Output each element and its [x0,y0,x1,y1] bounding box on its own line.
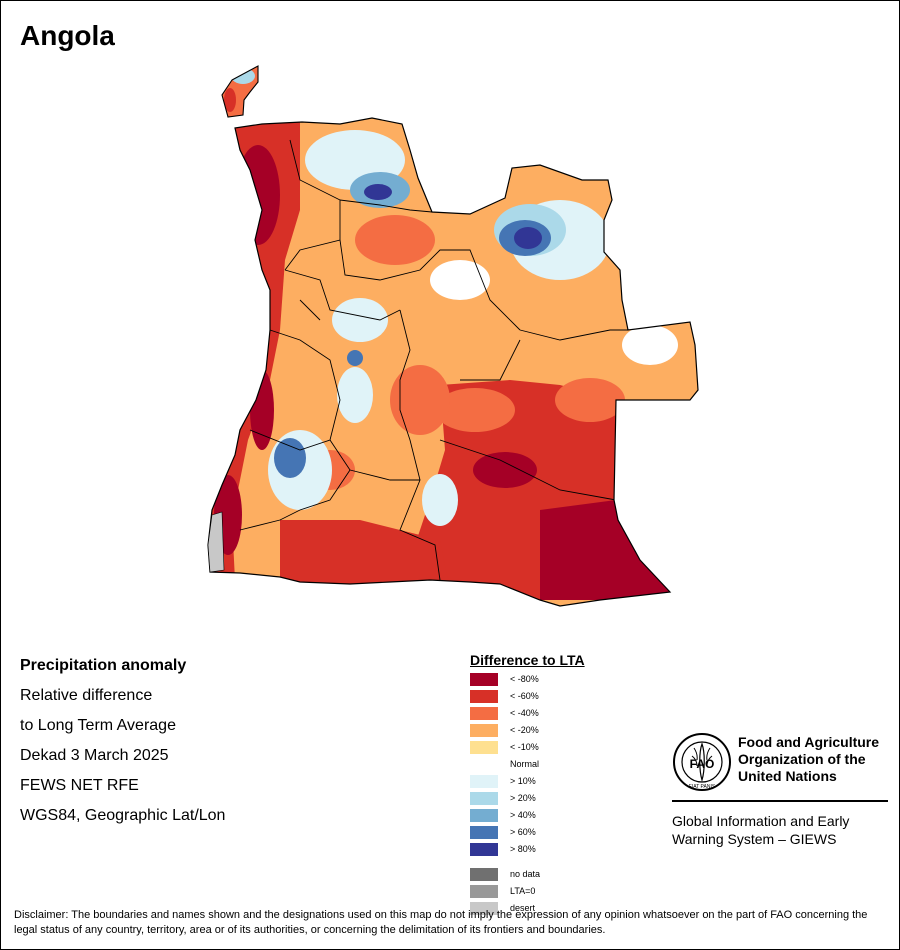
legend-label: > 80% [510,844,536,854]
legend-swatch [470,758,498,771]
fao-name: Food and Agriculture Organization of the… [738,734,880,784]
legend-swatch [470,741,498,754]
desert-area [207,511,225,573]
legend-item: > 40% [470,807,585,824]
legend-label: > 60% [510,827,536,837]
legend-special: no data LTA=0 desert [470,866,585,917]
legend-swatch [470,792,498,805]
giews-name: Global Information and Early Warning Sys… [672,813,850,847]
legend-item: < -80% [470,671,585,688]
legend-label: < -60% [510,691,539,701]
map-info: Precipitation anomaly Relative differenc… [20,656,225,836]
province-boundaries [239,139,628,581]
north-extreme-wet [364,184,392,200]
legend-item: LTA=0 [470,883,585,900]
legend-swatch [470,826,498,839]
legend-label: < -10% [510,742,539,752]
southeast-severe-patch [473,452,537,488]
east-moderate-patch-2 [555,378,625,422]
info-line1: Relative difference [20,687,153,704]
legend-title: Difference to LTA [470,652,585,668]
legend-swatch [470,673,498,686]
south-wet-area [422,474,458,526]
fao-divider [672,800,888,802]
legend-item: < -20% [470,722,585,739]
legend-swatch [470,724,498,737]
info-period: Dekad 3 March 2025 [20,747,169,764]
east-normal-area [622,325,678,365]
legend-label: < -20% [510,725,539,735]
legend-item: < -40% [470,705,585,722]
legend: Difference to LTA < -80% < -60% < -40% < -2… [470,652,585,917]
angola-map [207,65,699,607]
central-moderate-patch-2 [390,365,450,435]
central-wet-area [332,298,388,342]
legend-classes: < -80% < -60% < -40% < -20% < -10% Normal > 10… [470,671,585,858]
legend-swatch [470,902,498,915]
legend-item: > 80% [470,841,585,858]
legend-item: < -10% [470,739,585,756]
mainland-raster [208,118,698,606]
legend-label: desert [510,903,536,913]
legend-swatch [470,707,498,720]
legend-label: > 20% [510,793,536,803]
fao-logo-text: FAO [690,757,715,771]
legend-label: Normal [510,759,540,769]
central-moderate-patch [355,215,435,265]
north-normal-area [430,260,490,300]
info-heading: Precipitation anomaly [20,657,187,674]
legend-label: > 40% [510,810,536,820]
southern-dry-region [280,520,450,590]
legend-swatch [470,868,498,881]
legend-label: < -80% [510,674,539,684]
central-very-wet [347,350,363,366]
disclaimer: Disclaimer: The boundaries and names sho… [14,909,868,936]
legend-item: > 10% [470,773,585,790]
cabinda-border [221,65,259,118]
legend-swatch [470,775,498,788]
legend-item: > 60% [470,824,585,841]
fao-logo-icon: FAO FIAT PANIS [673,733,731,791]
legend-item: desert [470,900,585,917]
legend-item: < -60% [470,688,585,705]
legend-label: LTA=0 [510,886,536,896]
legend-item: Normal [470,756,585,773]
legend-swatch [470,843,498,856]
central-wet-area-2 [337,367,373,423]
east-moderate-patch [435,388,515,432]
legend-swatch [470,690,498,703]
legend-item: no data [470,866,585,883]
legend-swatch [470,809,498,822]
legend-item: > 20% [470,790,585,807]
northeast-extreme-wet [514,227,542,249]
info-source: FEWS NET RFE [20,777,139,794]
info-line2: to Long Term Average [20,717,176,734]
info-projection: WGS84, Geographic Lat/Lon [20,807,226,824]
southwest-very-wet [274,438,306,478]
southeast-severe-region [540,500,680,600]
fao-logo-motto: FIAT PANIS [689,784,716,790]
legend-label: > 10% [510,776,536,786]
legend-label: < -40% [510,708,539,718]
legend-swatch [470,885,498,898]
legend-label: no data [510,869,541,879]
map-title: Angola [20,20,115,51]
